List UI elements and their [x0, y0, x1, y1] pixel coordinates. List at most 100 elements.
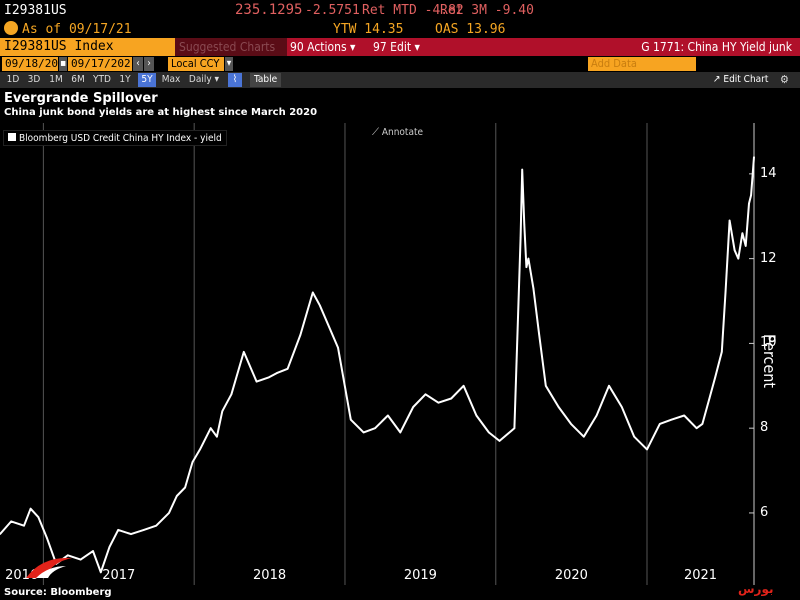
chevron-left-icon[interactable]: ‹	[133, 57, 143, 71]
data-point	[621, 406, 623, 408]
period-1d[interactable]: 1D	[6, 74, 20, 85]
add-data-input[interactable]: Add Data	[588, 57, 696, 71]
data-point	[209, 427, 212, 430]
as-of-date: As of 09/17/21	[22, 22, 132, 37]
data-point	[701, 423, 704, 425]
function-bar: 90 Actions ▾ 97 Edit ▾ G 1771: China HY …	[287, 38, 800, 56]
edit-chart-label: Edit Chart	[723, 74, 769, 85]
data-point	[29, 507, 32, 510]
data-point	[130, 533, 132, 535]
data-point	[79, 558, 82, 561]
data-point	[191, 461, 194, 463]
data-point	[708, 397, 711, 400]
data-point	[521, 168, 523, 171]
edit-menu[interactable]: 97 Edit ▾	[373, 40, 420, 54]
watermark-text: بورس نیوز	[738, 582, 774, 600]
yield-to-worst: YTW 14.35	[333, 22, 404, 37]
table-button[interactable]: Table	[250, 73, 282, 87]
data-point	[276, 372, 278, 374]
data-point	[633, 435, 635, 438]
x-tick-label: 2017	[102, 568, 135, 583]
chart-subtitle: China junk bond yields are at highest si…	[4, 107, 318, 118]
edit-chart-button[interactable]: ↗ Edit Chart	[713, 73, 768, 87]
data-point	[362, 431, 365, 434]
data-point	[728, 219, 731, 222]
data-point	[92, 550, 94, 552]
data-point	[748, 202, 750, 205]
x-tick-label: 2021	[684, 568, 717, 583]
data-point	[184, 486, 186, 489]
data-point	[312, 291, 314, 294]
data-point	[744, 245, 747, 247]
data-point	[498, 440, 501, 442]
start-date-input[interactable]: 09/18/2016	[2, 57, 71, 71]
period-5y[interactable]: 5Y	[138, 73, 156, 87]
period-ytd[interactable]: YTD	[93, 74, 111, 85]
data-point	[545, 385, 547, 387]
x-tick-label: 2020	[555, 568, 588, 583]
y-tick-label: 10	[760, 335, 777, 351]
line-chart-icon[interactable]: ⌇	[228, 73, 242, 87]
return-3m: Ret 3M -9.40	[440, 3, 534, 18]
data-point	[67, 554, 69, 557]
clock-icon	[4, 21, 18, 35]
last-price: 235.1295	[235, 2, 303, 18]
period-1m[interactable]: 1M	[49, 74, 63, 85]
data-point	[221, 410, 224, 413]
data-point	[595, 414, 598, 417]
data-point	[683, 414, 685, 417]
data-point	[286, 368, 289, 370]
period-3d[interactable]: 3D	[27, 74, 41, 85]
chevron-right-icon[interactable]: ›	[144, 57, 154, 71]
watermark-logo	[26, 557, 72, 578]
end-date-input[interactable]: 09/17/2021	[68, 57, 137, 71]
period-1y[interactable]: 1Y	[119, 74, 131, 85]
data-point	[753, 156, 755, 158]
y-axis-ticks	[749, 173, 754, 514]
period-max[interactable]: Max	[161, 74, 181, 85]
annotate-label: Annotate	[381, 127, 424, 138]
data-point	[659, 423, 661, 425]
data-point	[199, 448, 201, 451]
chart-name: G 1771: China HY Yield junk	[641, 40, 792, 54]
security-field[interactable]: I29381US Index	[0, 38, 175, 56]
calendar-icon[interactable]: ▪	[59, 57, 67, 71]
data-point	[23, 524, 25, 527]
data-point	[519, 236, 522, 239]
ticker-symbol[interactable]: I29381US	[4, 3, 67, 18]
x-axis-labels: 2016 2017 2018 2019 2020 2021	[5, 568, 717, 583]
frequency-select[interactable]: Daily ▾	[188, 74, 220, 85]
suggested-charts-button[interactable]: Suggested Charts	[175, 38, 287, 56]
data-point	[608, 385, 610, 387]
chevron-down-icon[interactable]: ▾	[225, 57, 233, 71]
data-point	[268, 376, 270, 379]
legend-swatch	[8, 133, 16, 141]
data-point	[695, 427, 698, 430]
annotate-button[interactable]: ⟋ Annotate	[372, 126, 423, 140]
data-point	[337, 346, 339, 349]
x-tick-label: 2018	[253, 568, 286, 583]
chart-legend[interactable]: Bloomberg USD Credit China HY Index - yi…	[3, 130, 227, 146]
data-point	[243, 351, 245, 353]
gear-icon[interactable]: ⚙	[780, 73, 789, 86]
data-point	[176, 495, 178, 497]
chart-title: Evergrande Spillover	[4, 91, 158, 106]
price-change: -2.5751	[305, 3, 360, 18]
data-point	[557, 406, 560, 408]
period-6m[interactable]: 6M	[71, 74, 85, 85]
data-point	[350, 418, 352, 421]
data-point	[168, 512, 170, 514]
data-point	[513, 427, 516, 430]
y-tick-label: 14	[760, 165, 777, 181]
data-point	[724, 291, 727, 294]
data-point	[523, 223, 526, 226]
quote-header: I29381US 235.1295 -2.5751 Ret MTD -4.82 …	[0, 0, 800, 20]
data-point	[100, 571, 102, 574]
currency-select[interactable]: Local CCY	[168, 57, 224, 71]
data-point	[532, 287, 535, 290]
data-point	[0, 533, 1, 535]
actions-menu[interactable]: 90 Actions ▾	[290, 40, 356, 54]
x-tick-label: 2019	[404, 568, 437, 583]
data-point	[374, 427, 376, 430]
data-point	[450, 397, 453, 400]
